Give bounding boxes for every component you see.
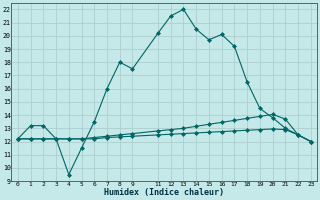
X-axis label: Humidex (Indice chaleur): Humidex (Indice chaleur) bbox=[104, 188, 224, 197]
